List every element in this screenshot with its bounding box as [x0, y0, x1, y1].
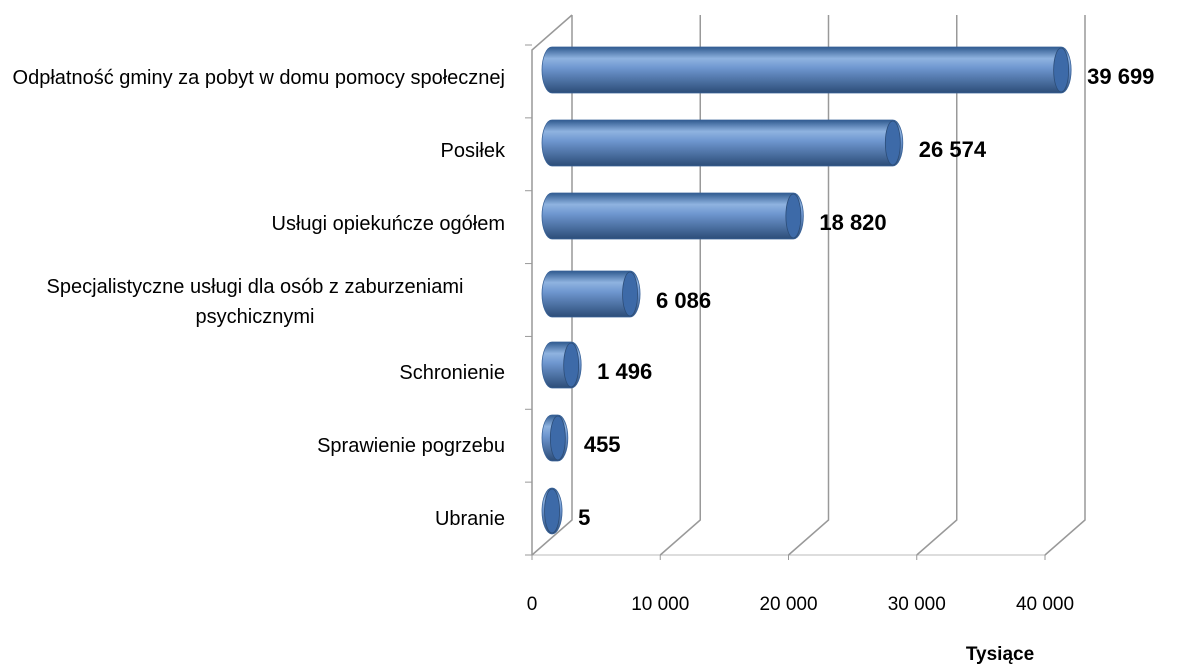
- y-tick-label: Specjalistyczne usługi dla osób z zaburz…: [46, 276, 464, 328]
- grid-line: [1044, 15, 1086, 556]
- bar: [541, 119, 904, 167]
- bar-cap: [785, 193, 802, 239]
- y-tick-label: Odpłatność gminy za pobyt w domu pomocy …: [12, 67, 505, 89]
- value-label: 26 574: [919, 137, 987, 162]
- grid-line: [531, 15, 573, 556]
- grid-line: [788, 15, 830, 556]
- x-tick-label: 30 000: [888, 594, 946, 615]
- x-axis-title: Tysiące: [966, 644, 1034, 665]
- x-tick-label: 40 000: [1016, 594, 1074, 615]
- bar-cap: [563, 342, 580, 388]
- value-label: 6 086: [656, 288, 711, 313]
- x-tick-label: 0: [527, 594, 538, 615]
- bar-cap: [1053, 47, 1070, 93]
- bar-cap: [884, 120, 901, 166]
- value-label: 39 699: [1087, 64, 1154, 89]
- value-label: 18 820: [819, 210, 886, 235]
- grid-line: [659, 15, 701, 556]
- y-tick-label: Schronienie: [399, 362, 505, 384]
- bar-cap: [622, 271, 638, 317]
- x-tick-label: 20 000: [759, 594, 817, 615]
- value-label: 5: [578, 505, 590, 530]
- bar: [541, 270, 641, 318]
- bar: [541, 46, 1072, 94]
- bar: [541, 192, 804, 240]
- y-tick-label: Posiłek: [440, 140, 505, 162]
- y-tick-label: Ubranie: [434, 508, 505, 530]
- y-tick-label: Usługi opiekuńcze ogółem: [271, 213, 505, 235]
- bar-cap: [544, 488, 560, 534]
- grid-line: [916, 15, 958, 556]
- x-tick-label: 10 000: [631, 594, 689, 615]
- bar-cap: [549, 415, 566, 461]
- y-tick-label: Sprawienie pogrzebu: [317, 435, 505, 457]
- value-label: 1 496: [597, 359, 652, 384]
- left-wall: [531, 14, 573, 555]
- value-label: 455: [584, 432, 621, 457]
